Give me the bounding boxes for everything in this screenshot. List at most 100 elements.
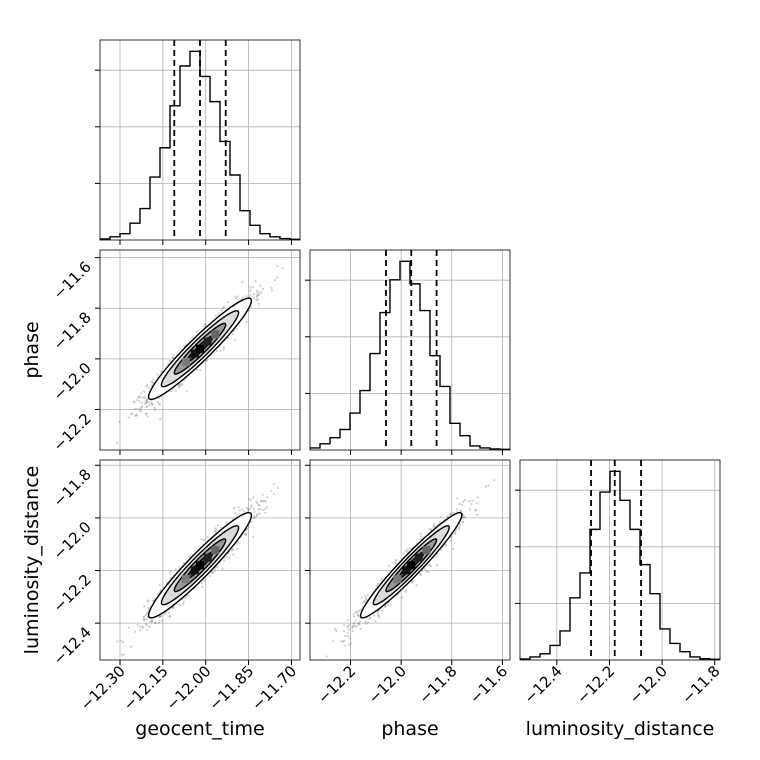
scatter-point — [241, 296, 244, 299]
scatter-point — [244, 533, 247, 536]
scatter-point — [439, 548, 443, 552]
scatter-point — [384, 604, 387, 608]
scatter-point — [362, 601, 366, 604]
scatter-point — [352, 613, 355, 616]
scatter-point — [452, 547, 455, 550]
scatter-point — [270, 490, 273, 493]
scatter-point — [141, 625, 144, 628]
scatter-point — [145, 613, 148, 616]
scatter-point — [138, 396, 141, 399]
scatter-point — [195, 330, 198, 333]
scatter-point — [358, 615, 361, 618]
scatter-point — [474, 509, 478, 512]
scatter-point — [462, 520, 465, 524]
scatter-point — [150, 618, 153, 621]
scatter-point — [427, 570, 430, 574]
panel-frame — [519, 459, 721, 661]
scatter-point — [356, 614, 359, 617]
scatter-point — [430, 564, 433, 568]
scatter-point — [182, 600, 185, 603]
scatter-point — [168, 615, 172, 618]
scatter-point — [146, 600, 149, 603]
scatter-point — [158, 402, 161, 406]
scatter-point — [255, 289, 258, 292]
scatter-point — [134, 407, 137, 411]
scatter-point — [168, 615, 171, 618]
x-tick-label: −11.85 — [205, 662, 257, 714]
panel-luminosity-distance-vs-geocent-time: −12.30−12.15−12.00−11.85−11.70 −11.8 −12.0… — [50, 456, 301, 714]
scatter-point — [160, 614, 163, 617]
scatter-point — [201, 585, 204, 589]
scatter-point — [251, 516, 254, 520]
scatter-point — [319, 666, 321, 668]
scatter-point — [140, 392, 143, 395]
y-axis-label-luminosity-distance: luminosity_distance — [21, 466, 43, 655]
scatter-point — [231, 549, 234, 552]
x-tick-label: −12.15 — [120, 662, 172, 714]
scatter-point — [179, 384, 182, 387]
scatter-point — [359, 627, 362, 631]
scatter-point — [346, 631, 349, 634]
scatter-point — [145, 405, 148, 408]
scatter-point — [272, 482, 275, 486]
scatter-point — [249, 499, 252, 502]
scatter-point — [366, 621, 370, 624]
scatter-point — [132, 400, 135, 403]
scatter-point — [455, 508, 459, 511]
density-cell — [407, 561, 416, 570]
scatter-point — [255, 298, 258, 301]
scatter-point — [452, 511, 455, 515]
scatter-point — [141, 396, 144, 399]
scatter-point — [458, 527, 461, 531]
scatter-point — [235, 515, 238, 518]
scatter-point — [214, 314, 217, 317]
scatter-point — [256, 298, 259, 301]
scatter-point — [145, 399, 148, 402]
scatter-point — [122, 653, 125, 656]
scatter-point — [266, 496, 269, 499]
scatter-point — [136, 407, 139, 410]
scatter-point — [145, 413, 148, 416]
scatter-point — [384, 605, 387, 609]
scatter-point — [140, 410, 143, 413]
y-tick-label: −12.0 — [50, 359, 95, 404]
scatter-point — [476, 496, 479, 499]
x-tick-label: −12.0 — [365, 662, 410, 707]
scatter-point — [369, 616, 372, 619]
scatter-point — [484, 485, 488, 488]
scatter-point — [357, 610, 360, 613]
scatter-point — [353, 621, 356, 624]
scatter-point — [387, 564, 390, 567]
y-tick-label: −11.8 — [50, 465, 95, 510]
scatter-point — [169, 572, 172, 575]
scatter-point — [154, 408, 157, 412]
scatter-point — [468, 508, 472, 511]
scatter-point — [140, 401, 143, 404]
scatter-point — [259, 500, 262, 503]
scatter-point — [340, 639, 343, 643]
density-cell — [203, 553, 212, 562]
scatter-point — [247, 507, 250, 511]
panel-content — [520, 460, 720, 660]
scatter-point — [249, 288, 252, 291]
scatter-point — [167, 611, 170, 614]
scatter-point — [487, 484, 490, 487]
scatter-point — [342, 630, 346, 633]
scatter-point — [150, 381, 153, 384]
density-cell — [181, 575, 190, 584]
panel-frame — [309, 249, 511, 451]
scatter-point — [347, 628, 351, 631]
scatter-point — [128, 626, 131, 629]
scatter-point — [354, 611, 357, 614]
scatter-point — [262, 500, 265, 503]
scatter-point — [135, 413, 138, 417]
y-tick-label: −12.2 — [50, 571, 95, 616]
x-tick-label: −12.0 — [626, 662, 671, 707]
scatter-point — [145, 398, 149, 401]
scatter-point — [292, 456, 294, 458]
scatter-point — [445, 544, 448, 547]
scatter-point — [250, 505, 253, 508]
scatter-point — [380, 577, 383, 580]
scatter-point — [168, 359, 171, 362]
scatter-point — [146, 611, 149, 614]
